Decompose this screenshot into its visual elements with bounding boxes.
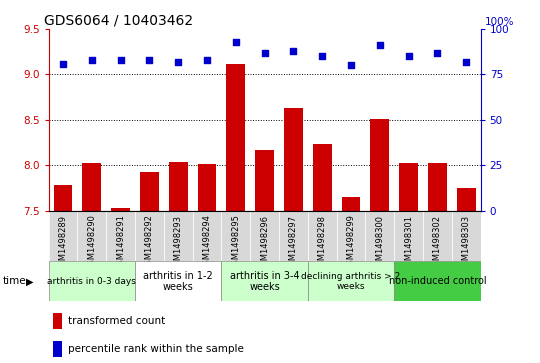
Bar — [279, 211, 308, 261]
Bar — [83, 163, 101, 211]
Point — [318, 53, 327, 59]
Bar — [111, 208, 130, 211]
Text: GSM1498289: GSM1498289 — [58, 215, 68, 270]
Point — [260, 50, 269, 56]
Bar — [53, 313, 63, 329]
Bar — [284, 108, 303, 211]
Bar — [226, 64, 245, 211]
Bar — [53, 185, 72, 211]
Text: GSM1498302: GSM1498302 — [433, 215, 442, 270]
Point — [174, 59, 183, 65]
Bar — [428, 163, 447, 211]
Bar — [423, 211, 452, 261]
Bar — [135, 261, 221, 301]
Text: non-induced control: non-induced control — [389, 276, 486, 286]
Point — [404, 53, 413, 59]
Text: GSM1498291: GSM1498291 — [116, 215, 125, 270]
Bar — [140, 171, 159, 211]
Bar — [250, 211, 279, 261]
Text: GSM1498296: GSM1498296 — [260, 215, 269, 270]
Text: percentile rank within the sample: percentile rank within the sample — [68, 344, 244, 354]
Bar — [198, 164, 217, 211]
Point — [375, 42, 384, 48]
Text: GSM1498294: GSM1498294 — [202, 215, 212, 270]
Bar — [255, 150, 274, 211]
Bar — [49, 261, 135, 301]
Bar — [221, 211, 250, 261]
Point — [116, 57, 125, 63]
Bar — [370, 119, 389, 211]
Bar — [106, 211, 135, 261]
Text: time: time — [3, 276, 26, 286]
Text: arthritis in 0-3 days: arthritis in 0-3 days — [48, 277, 136, 286]
Bar — [221, 261, 308, 301]
Bar — [169, 162, 187, 211]
Text: arthritis in 3-4
weeks: arthritis in 3-4 weeks — [230, 270, 299, 292]
Text: GSM1498299: GSM1498299 — [347, 215, 355, 270]
Bar — [164, 211, 193, 261]
Point — [462, 59, 470, 65]
Text: ▶: ▶ — [26, 276, 33, 286]
Bar — [77, 211, 106, 261]
Bar — [53, 341, 63, 357]
Text: GSM1498293: GSM1498293 — [174, 215, 183, 270]
Text: GSM1498303: GSM1498303 — [462, 215, 471, 271]
Point — [145, 57, 154, 63]
Point — [232, 39, 240, 45]
Text: arthritis in 1-2
weeks: arthritis in 1-2 weeks — [143, 270, 213, 292]
Bar — [49, 211, 77, 261]
Text: GSM1498292: GSM1498292 — [145, 215, 154, 270]
Bar — [313, 144, 332, 211]
Text: GSM1498301: GSM1498301 — [404, 215, 413, 270]
Text: GSM1498298: GSM1498298 — [318, 215, 327, 270]
Text: GDS6064 / 10403462: GDS6064 / 10403462 — [44, 14, 193, 28]
Point — [433, 50, 442, 56]
Point — [347, 62, 355, 68]
Point — [289, 48, 298, 54]
Text: declining arthritis > 2
weeks: declining arthritis > 2 weeks — [301, 272, 401, 291]
Point — [202, 57, 211, 63]
Bar — [457, 188, 476, 211]
Bar — [336, 211, 366, 261]
Bar — [452, 211, 481, 261]
Bar — [193, 211, 221, 261]
Text: transformed count: transformed count — [68, 316, 165, 326]
Point — [87, 57, 96, 63]
Text: GSM1498297: GSM1498297 — [289, 215, 298, 270]
Text: GSM1498290: GSM1498290 — [87, 215, 96, 270]
Text: GSM1498300: GSM1498300 — [375, 215, 384, 270]
Bar — [399, 163, 418, 211]
Bar — [135, 211, 164, 261]
Bar — [308, 211, 336, 261]
Text: GSM1498295: GSM1498295 — [231, 215, 240, 270]
Bar — [394, 211, 423, 261]
Bar — [308, 261, 394, 301]
Text: 100%: 100% — [485, 17, 515, 27]
Bar — [342, 197, 360, 211]
Point — [59, 61, 68, 66]
Bar — [366, 211, 394, 261]
Bar — [394, 261, 481, 301]
